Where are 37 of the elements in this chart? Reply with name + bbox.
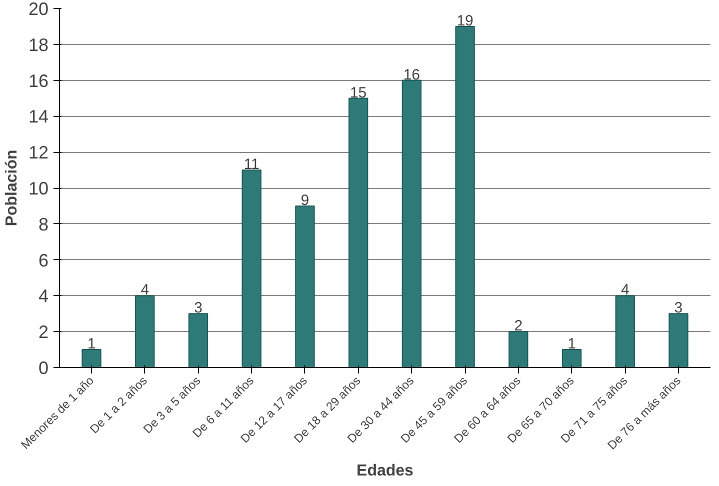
y-tick-label: 20	[28, 0, 49, 19]
data-label: 1	[568, 336, 576, 353]
data-label: 3	[674, 300, 683, 317]
data-label: 9	[300, 192, 310, 209]
y-tick-label: 12	[28, 142, 49, 163]
bar	[562, 349, 582, 368]
bar	[295, 205, 315, 368]
bar	[508, 331, 528, 368]
y-tick-label: 14	[28, 106, 49, 127]
data-label: 15	[350, 84, 367, 102]
y-tick-label: 4	[38, 286, 49, 306]
bar	[188, 313, 208, 368]
bar	[82, 349, 102, 368]
data-label: 2	[514, 318, 523, 335]
bar	[455, 26, 475, 368]
y-axis-title: Población	[3, 150, 20, 226]
data-label: 19	[456, 12, 474, 30]
bar	[402, 80, 422, 368]
bar	[135, 295, 155, 368]
bar	[348, 98, 368, 368]
y-tick-label: 2	[38, 322, 49, 342]
x-axis-title: Edades	[356, 462, 414, 480]
y-tick-label: 6	[38, 250, 49, 270]
y-tick-label: 0	[38, 358, 49, 378]
data-label: 1	[87, 336, 96, 353]
y-tick-label: 10	[28, 178, 49, 198]
data-label: 4	[140, 282, 150, 299]
data-label: 3	[194, 300, 202, 317]
data-label: 16	[403, 66, 420, 84]
bar	[242, 170, 262, 368]
y-tick-label: 16	[28, 70, 49, 91]
bar	[615, 295, 635, 368]
data-label: 4	[620, 282, 630, 299]
bar	[668, 313, 688, 368]
data-label: 11	[244, 156, 260, 174]
y-tick-label: 18	[28, 34, 49, 55]
y-tick-label: 8	[38, 214, 49, 234]
